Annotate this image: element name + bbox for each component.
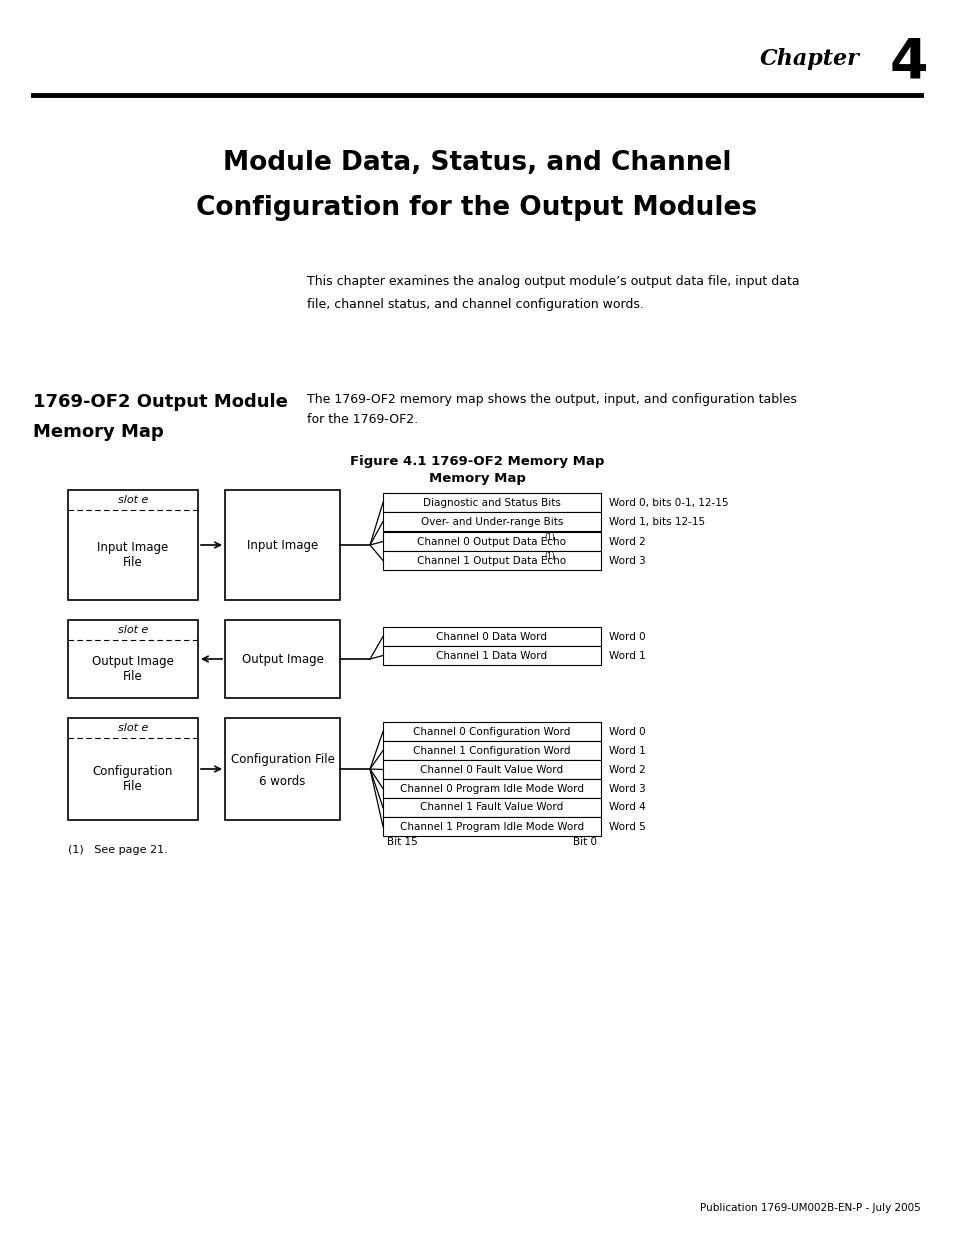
Text: Word 1: Word 1 [608, 746, 645, 756]
Text: 4: 4 [888, 35, 927, 89]
Bar [382, 532, 600, 551]
Bar [382, 493, 600, 513]
Text: Channel 0 Data Word: Channel 0 Data Word [436, 631, 547, 641]
Text: slot e: slot e [117, 495, 148, 505]
Text: Output Image: Output Image [241, 652, 323, 666]
Text: Configuration for the Output Modules: Configuration for the Output Modules [196, 195, 757, 221]
Bar [225, 490, 339, 600]
Text: Output Image
File: Output Image File [92, 655, 173, 683]
Text: Channel 1 Output Data Echo: Channel 1 Output Data Echo [417, 556, 566, 566]
Text: Channel 1 Data Word: Channel 1 Data Word [436, 651, 547, 661]
Bar [382, 627, 600, 646]
Bar [382, 760, 600, 779]
Text: (1)   See page 21.: (1) See page 21. [68, 845, 168, 855]
Text: Word 3: Word 3 [608, 783, 645, 794]
Bar [382, 722, 600, 741]
Text: Input Image: Input Image [247, 538, 317, 552]
Bar [68, 620, 198, 698]
Text: Memory Map: Memory Map [33, 424, 164, 441]
Text: Module Data, Status, and Channel: Module Data, Status, and Channel [222, 149, 731, 177]
Text: Word 1, bits 12-15: Word 1, bits 12-15 [608, 516, 704, 526]
Text: Input Image
File: Input Image File [97, 541, 169, 569]
Text: slot e: slot e [117, 625, 148, 635]
Text: Over- and Under-range Bits: Over- and Under-range Bits [420, 516, 562, 526]
Text: This chapter examines the analog output module’s output data file, input data: This chapter examines the analog output … [307, 275, 799, 288]
Text: Word 5: Word 5 [608, 821, 645, 831]
Text: Channel 0 Fault Value Word: Channel 0 Fault Value Word [420, 764, 563, 774]
Bar [225, 718, 339, 820]
Text: Channel 0 Configuration Word: Channel 0 Configuration Word [413, 726, 570, 736]
Bar [68, 718, 198, 820]
Text: The 1769-OF2 memory map shows the output, input, and configuration tables: The 1769-OF2 memory map shows the output… [307, 393, 796, 406]
Text: 6 words: 6 words [259, 774, 305, 788]
Text: Word 2: Word 2 [608, 536, 645, 547]
Text: Word 3: Word 3 [608, 556, 645, 566]
Bar [225, 620, 339, 698]
Text: Channel 1 Program Idle Mode Word: Channel 1 Program Idle Mode Word [399, 821, 583, 831]
Bar [382, 818, 600, 836]
Text: Configuration
File: Configuration File [92, 764, 173, 793]
Text: Publication 1769-UM002B-EN-P - July 2005: Publication 1769-UM002B-EN-P - July 2005 [700, 1203, 920, 1213]
Text: Chapter: Chapter [760, 48, 859, 70]
Text: Word 0, bits 0-1, 12-15: Word 0, bits 0-1, 12-15 [608, 498, 728, 508]
Text: (1): (1) [544, 534, 555, 542]
Text: Word 0: Word 0 [608, 631, 645, 641]
Bar [382, 646, 600, 664]
Text: Diagnostic and Status Bits: Diagnostic and Status Bits [422, 498, 560, 508]
Text: Word 2: Word 2 [608, 764, 645, 774]
Text: Channel 1 Configuration Word: Channel 1 Configuration Word [413, 746, 570, 756]
Text: Word 4: Word 4 [608, 803, 645, 813]
Text: Word 1: Word 1 [608, 651, 645, 661]
Text: Configuration File: Configuration File [231, 752, 335, 766]
Text: for the 1769-OF2.: for the 1769-OF2. [307, 412, 417, 426]
Bar [382, 551, 600, 571]
Text: Memory Map: Memory Map [428, 472, 525, 485]
Text: Bit 0: Bit 0 [573, 837, 597, 847]
Text: (1): (1) [544, 552, 555, 561]
Text: slot e: slot e [117, 722, 148, 734]
Bar [68, 490, 198, 600]
Text: Channel 1 Fault Value Word: Channel 1 Fault Value Word [420, 803, 563, 813]
Text: 1769-OF2 Output Module: 1769-OF2 Output Module [33, 393, 288, 411]
Bar [382, 513, 600, 531]
Text: Figure 4.1 1769-OF2 Memory Map: Figure 4.1 1769-OF2 Memory Map [350, 454, 603, 468]
Bar [382, 779, 600, 798]
Bar [382, 798, 600, 818]
Text: Bit 15: Bit 15 [387, 837, 417, 847]
Text: Word 0: Word 0 [608, 726, 645, 736]
Text: Channel 0 Program Idle Mode Word: Channel 0 Program Idle Mode Word [399, 783, 583, 794]
Bar [382, 741, 600, 760]
Text: Channel 0 Output Data Echo: Channel 0 Output Data Echo [417, 536, 566, 547]
Text: file, channel status, and channel configuration words.: file, channel status, and channel config… [307, 298, 643, 311]
